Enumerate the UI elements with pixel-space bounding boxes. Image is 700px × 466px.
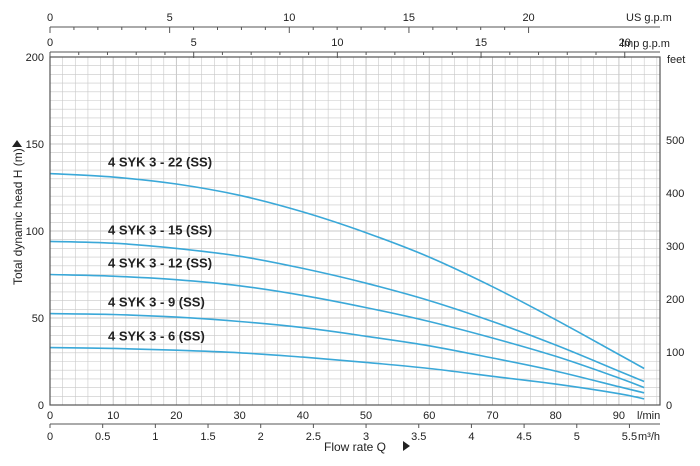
top-usgpm-tick-label: 0 [47,12,53,24]
y-tick-label-feet: 400 [666,188,684,200]
y-tick-label-feet: 500 [666,135,684,147]
top-usgpm-tick-label: 20 [522,12,534,24]
x-tick-label-m3h: 2.5 [306,431,321,443]
series-line-1 [49,172,645,370]
x-tick-label-m3h: 4.5 [516,431,531,443]
y-tick-label-m: 200 [26,52,44,64]
top-impgpm-tick-label: 15 [475,37,487,49]
y-axis-title-text: Total dynamic head H (m) [11,148,25,285]
top-impgpm-unit: Imp g.p.m [621,38,670,50]
x-tick-label-lmin: 50 [360,410,372,422]
series-label-1: 4 SYK 3 - 22 (SS) [108,155,212,170]
x-axis-title: Flow rate Q [324,440,410,454]
series-line-5 [49,346,645,400]
series-label-5: 4 SYK 3 - 6 (SS) [108,329,205,344]
top-usgpm-tick-label: 15 [403,12,415,24]
bottom-m3h-unit: m³/h [638,431,660,443]
x-tick-label-lmin: 0 [47,410,53,422]
y-tick-label-m: 0 [38,400,44,412]
x-tick-label-m3h: 3 [363,431,369,443]
x-axis-title-text: Flow rate Q [324,440,386,454]
x-tick-label-m3h: 3.5 [411,431,426,443]
x-tick-label-lmin: 10 [107,410,119,422]
x-tick-label-m3h: 5 [574,431,580,443]
series-label-3: 4 SYK 3 - 12 (SS) [108,256,212,271]
top-impgpm-tick-label: 20 [619,37,631,49]
plot-frame [49,56,661,406]
y-axis-title: Total dynamic head H (m) [11,140,25,285]
series-label-4: 4 SYK 3 - 9 (SS) [108,295,205,310]
x-tick-label-lmin: 40 [297,410,309,422]
top-impgpm-tick-label: 0 [47,37,53,49]
grid [49,56,660,406]
x-tick-label-m3h: 2 [258,431,264,443]
top-impgpm-tick-label: 10 [331,37,343,49]
x-tick-label-m3h: 5.5 [622,431,637,443]
x-axis-arrow-icon [403,441,410,451]
x-tick-label-lmin: 20 [170,410,182,422]
top-usgpm-unit: US g.p.m [626,12,672,24]
right-feet-unit: feet [667,54,685,66]
x-tick-label-lmin: 60 [423,410,435,422]
x-tick-label-lmin: 90 [613,410,625,422]
tick-labels: 0 10 20 30 40 50 60 70 80 900 0.5 1 1.5 2 2.5 3 3.5 4 4.5 5… [26,52,685,443]
bottom-lmin-unit: l/min [637,410,660,422]
series-line-4 [49,312,645,394]
y-tick-label-feet: 0 [666,400,672,412]
x-tick-label-lmin: 80 [550,410,562,422]
series-labels: 4 SYK 3 - 22 (SS) 4 SYK 3 - 15 (SS) 4 SYK … [108,155,212,344]
series-line-2 [49,240,645,383]
y-tick-label-feet: 200 [666,294,684,306]
top-impgpm-tick-label: 5 [191,37,197,49]
x-tick-label-m3h: 1.5 [200,431,215,443]
y-tick-label-feet: 100 [666,347,684,359]
y-tick-label-feet: 300 [666,241,684,253]
y-tick-label-m: 100 [26,226,44,238]
y-tick-label-m: 150 [26,139,44,151]
x-tick-label-m3h: 0 [47,431,53,443]
x-tick-label-lmin: 70 [486,410,498,422]
x-tick-label-lmin: 30 [234,410,246,422]
x-tick-label-m3h: 1 [152,431,158,443]
series-curves [49,172,645,400]
series-line-3 [49,273,645,389]
series-label-2: 4 SYK 3 - 15 (SS) [108,222,212,237]
x-tick-label-m3h: 0.5 [95,431,110,443]
x-tick-label-m3h: 4 [468,431,474,443]
top-usgpm-tick-label: 10 [283,12,295,24]
y-tick-label-m: 50 [32,313,44,325]
top-axes: 0 5 10 15 20 0 5 10 15 20 [47,12,660,58]
y-axis-arrow-icon [12,140,22,147]
top-usgpm-tick-label: 5 [167,12,173,24]
